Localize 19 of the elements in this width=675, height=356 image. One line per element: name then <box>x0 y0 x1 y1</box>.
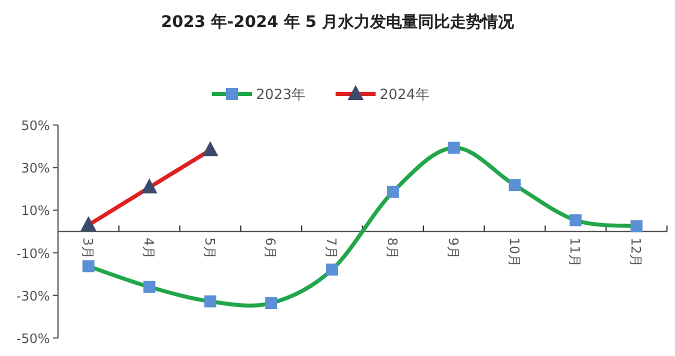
y-tick-label: 30% <box>21 162 50 177</box>
chart-title: 2023 年-2024 年 5 月水力发电量同比走势情况 <box>160 12 516 31</box>
x-tick-label: 3月 <box>79 238 94 259</box>
y-tick-label: 50% <box>21 119 50 134</box>
y-tick-label: -30% <box>16 289 50 304</box>
y-tick-label: -50% <box>16 332 50 347</box>
x-tick-label: 5月 <box>201 238 216 259</box>
x-tick-label: 10月 <box>506 238 521 268</box>
x-tick-label: 6月 <box>262 238 278 259</box>
x-tick-label: 9月 <box>444 238 460 259</box>
x-tick-label: 7月 <box>323 238 338 259</box>
x-tick-label: 11月 <box>566 238 582 268</box>
x-tick-label: 8月 <box>384 238 399 259</box>
legend-label: 2024年 <box>380 87 430 103</box>
x-tick-label: 4月 <box>140 238 156 259</box>
y-tick-label: 10% <box>21 204 50 220</box>
legend-label: 2023年 <box>256 87 306 103</box>
x-tick-label: 12月 <box>628 238 643 268</box>
y-tick-label: -10% <box>16 246 50 262</box>
